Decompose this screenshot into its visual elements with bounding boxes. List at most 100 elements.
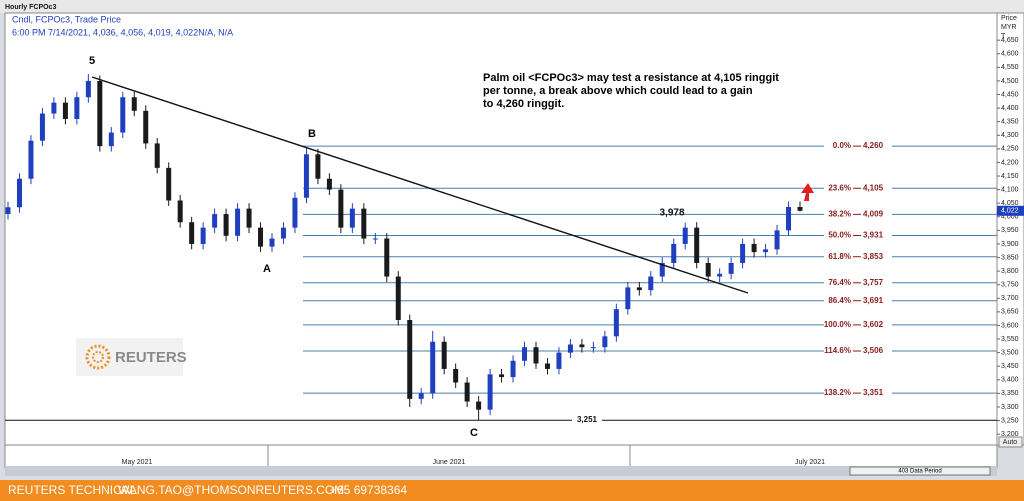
- y-axis-title: T: [1001, 33, 1006, 40]
- axis-mode-label: Auto: [1003, 439, 1018, 446]
- y-tick-label: 3,900: [1001, 241, 1019, 248]
- candle-body: [326, 178, 332, 190]
- candle-body: [441, 341, 447, 369]
- annotation: Palm oil <FCPOc3> may test a resistance …: [483, 72, 779, 84]
- y-tick-label: 4,100: [1001, 186, 1019, 193]
- y-tick-label: 3,750: [1001, 282, 1019, 289]
- candle-body: [258, 227, 264, 247]
- scroll-thumb[interactable]: [849, 466, 991, 476]
- month-label: May 2021: [122, 459, 153, 466]
- y-tick-label: 3,350: [1001, 390, 1019, 397]
- candle-body: [5, 207, 11, 215]
- last-price-label: 4,022: [1001, 208, 1019, 215]
- y-tick-label: 3,600: [1001, 322, 1019, 329]
- logo: REUTERS: [76, 338, 187, 376]
- y-tick-label: 4,250: [1001, 146, 1019, 153]
- y-tick-label: 4,400: [1001, 105, 1019, 112]
- candle-body: [177, 200, 183, 223]
- footer-email: WANG.TAO@THOMSONREUTERS.COM: [118, 483, 344, 497]
- candle-body: [120, 97, 126, 133]
- candle-body: [212, 214, 218, 228]
- window-title: Hourly FCPOc3: [5, 4, 56, 11]
- fib-value: 3,757: [863, 278, 884, 287]
- candle-body: [246, 208, 252, 228]
- candle-body: [51, 102, 57, 114]
- candle-body: [166, 167, 172, 201]
- x-axis-area: [4, 444, 998, 469]
- candle-body: [292, 197, 298, 228]
- label-bg: [572, 415, 602, 426]
- candle-body: [16, 178, 22, 208]
- scrollbar[interactable]: [5, 466, 997, 476]
- candle-body: [533, 347, 539, 364]
- candle-body: [39, 113, 45, 141]
- candle-body: [682, 227, 688, 244]
- wave-label: 5: [89, 55, 95, 67]
- candle-body: [28, 140, 34, 179]
- candle-body: [728, 262, 734, 274]
- y-tick-label: 3,850: [1001, 254, 1019, 261]
- y-axis-title: Price: [1001, 15, 1017, 22]
- wave-label: A: [263, 263, 271, 275]
- candle-body: [464, 382, 470, 402]
- subtitle: Cndl, FCPOc3, Trade Price: [12, 14, 121, 24]
- candle-body: [763, 249, 769, 253]
- candle-body: [189, 222, 195, 244]
- candle-body: [315, 154, 321, 179]
- candle-body: [453, 368, 459, 383]
- fib-ratio: 61.8%: [828, 252, 851, 261]
- candle-body: [544, 363, 550, 369]
- candle-body: [510, 360, 516, 378]
- y-tick-label: 3,550: [1001, 336, 1019, 343]
- fib-ratio: 0.0%: [833, 141, 851, 150]
- y-tick-label: 3,650: [1001, 309, 1019, 316]
- last-price-tag: [997, 205, 1024, 216]
- candle-body: [751, 243, 757, 253]
- y-tick-label: 4,600: [1001, 51, 1019, 58]
- candle-body: [556, 352, 562, 369]
- y-tick-label: 3,200: [1001, 431, 1019, 438]
- title-bar: [0, 0, 1024, 13]
- candle-body: [303, 154, 309, 198]
- candle-body: [774, 230, 780, 250]
- fib-ratio: 23.6%: [828, 183, 851, 192]
- y-tick-label: 4,350: [1001, 119, 1019, 126]
- y-tick-label: 3,700: [1001, 295, 1019, 302]
- candle-body: [430, 341, 436, 394]
- info-line: 6:00 PM 7/14/2021, 4,036, 4,056, 4,019, …: [12, 27, 233, 37]
- trend-line: [91, 76, 749, 294]
- fib-ratio: 38.2%: [828, 209, 851, 218]
- y-tick-label: 4,000: [1001, 214, 1019, 221]
- fib-value: 4,260: [863, 141, 884, 150]
- y-tick-label: 3,800: [1001, 268, 1019, 275]
- candle-body: [97, 80, 103, 147]
- candle-body: [418, 393, 424, 399]
- candle-body: [613, 309, 619, 337]
- candle-body: [131, 97, 137, 111]
- fib-value: 3,602: [863, 320, 884, 329]
- y-tick-label: 4,300: [1001, 132, 1019, 139]
- logo-mark: [92, 351, 104, 363]
- month-label: June 2021: [433, 459, 466, 466]
- fib-ratio: 114.6%: [824, 346, 851, 355]
- y-tick-label: 4,500: [1001, 78, 1019, 85]
- candle-body: [280, 227, 286, 239]
- axis-mode[interactable]: [998, 436, 1023, 448]
- y-tick-label: 4,550: [1001, 64, 1019, 71]
- footer-desk: REUTERS TECHNICAL: [8, 483, 137, 497]
- annotation: to 4,260 ringgit.: [483, 98, 564, 110]
- wave-label: C: [470, 427, 478, 439]
- logo-text: REUTERS: [115, 349, 187, 366]
- candle-body: [85, 80, 91, 98]
- fib-ratio: 50.0%: [828, 231, 851, 240]
- fib-value: 3,351: [863, 388, 884, 397]
- candle-body: [487, 374, 493, 410]
- candle-body: [602, 336, 608, 348]
- y-tick-label: 3,250: [1001, 417, 1019, 424]
- candle-body: [786, 206, 792, 231]
- candle-body: [349, 208, 355, 228]
- y-tick-label: 3,500: [1001, 349, 1019, 356]
- fib-value: 3,853: [863, 252, 884, 261]
